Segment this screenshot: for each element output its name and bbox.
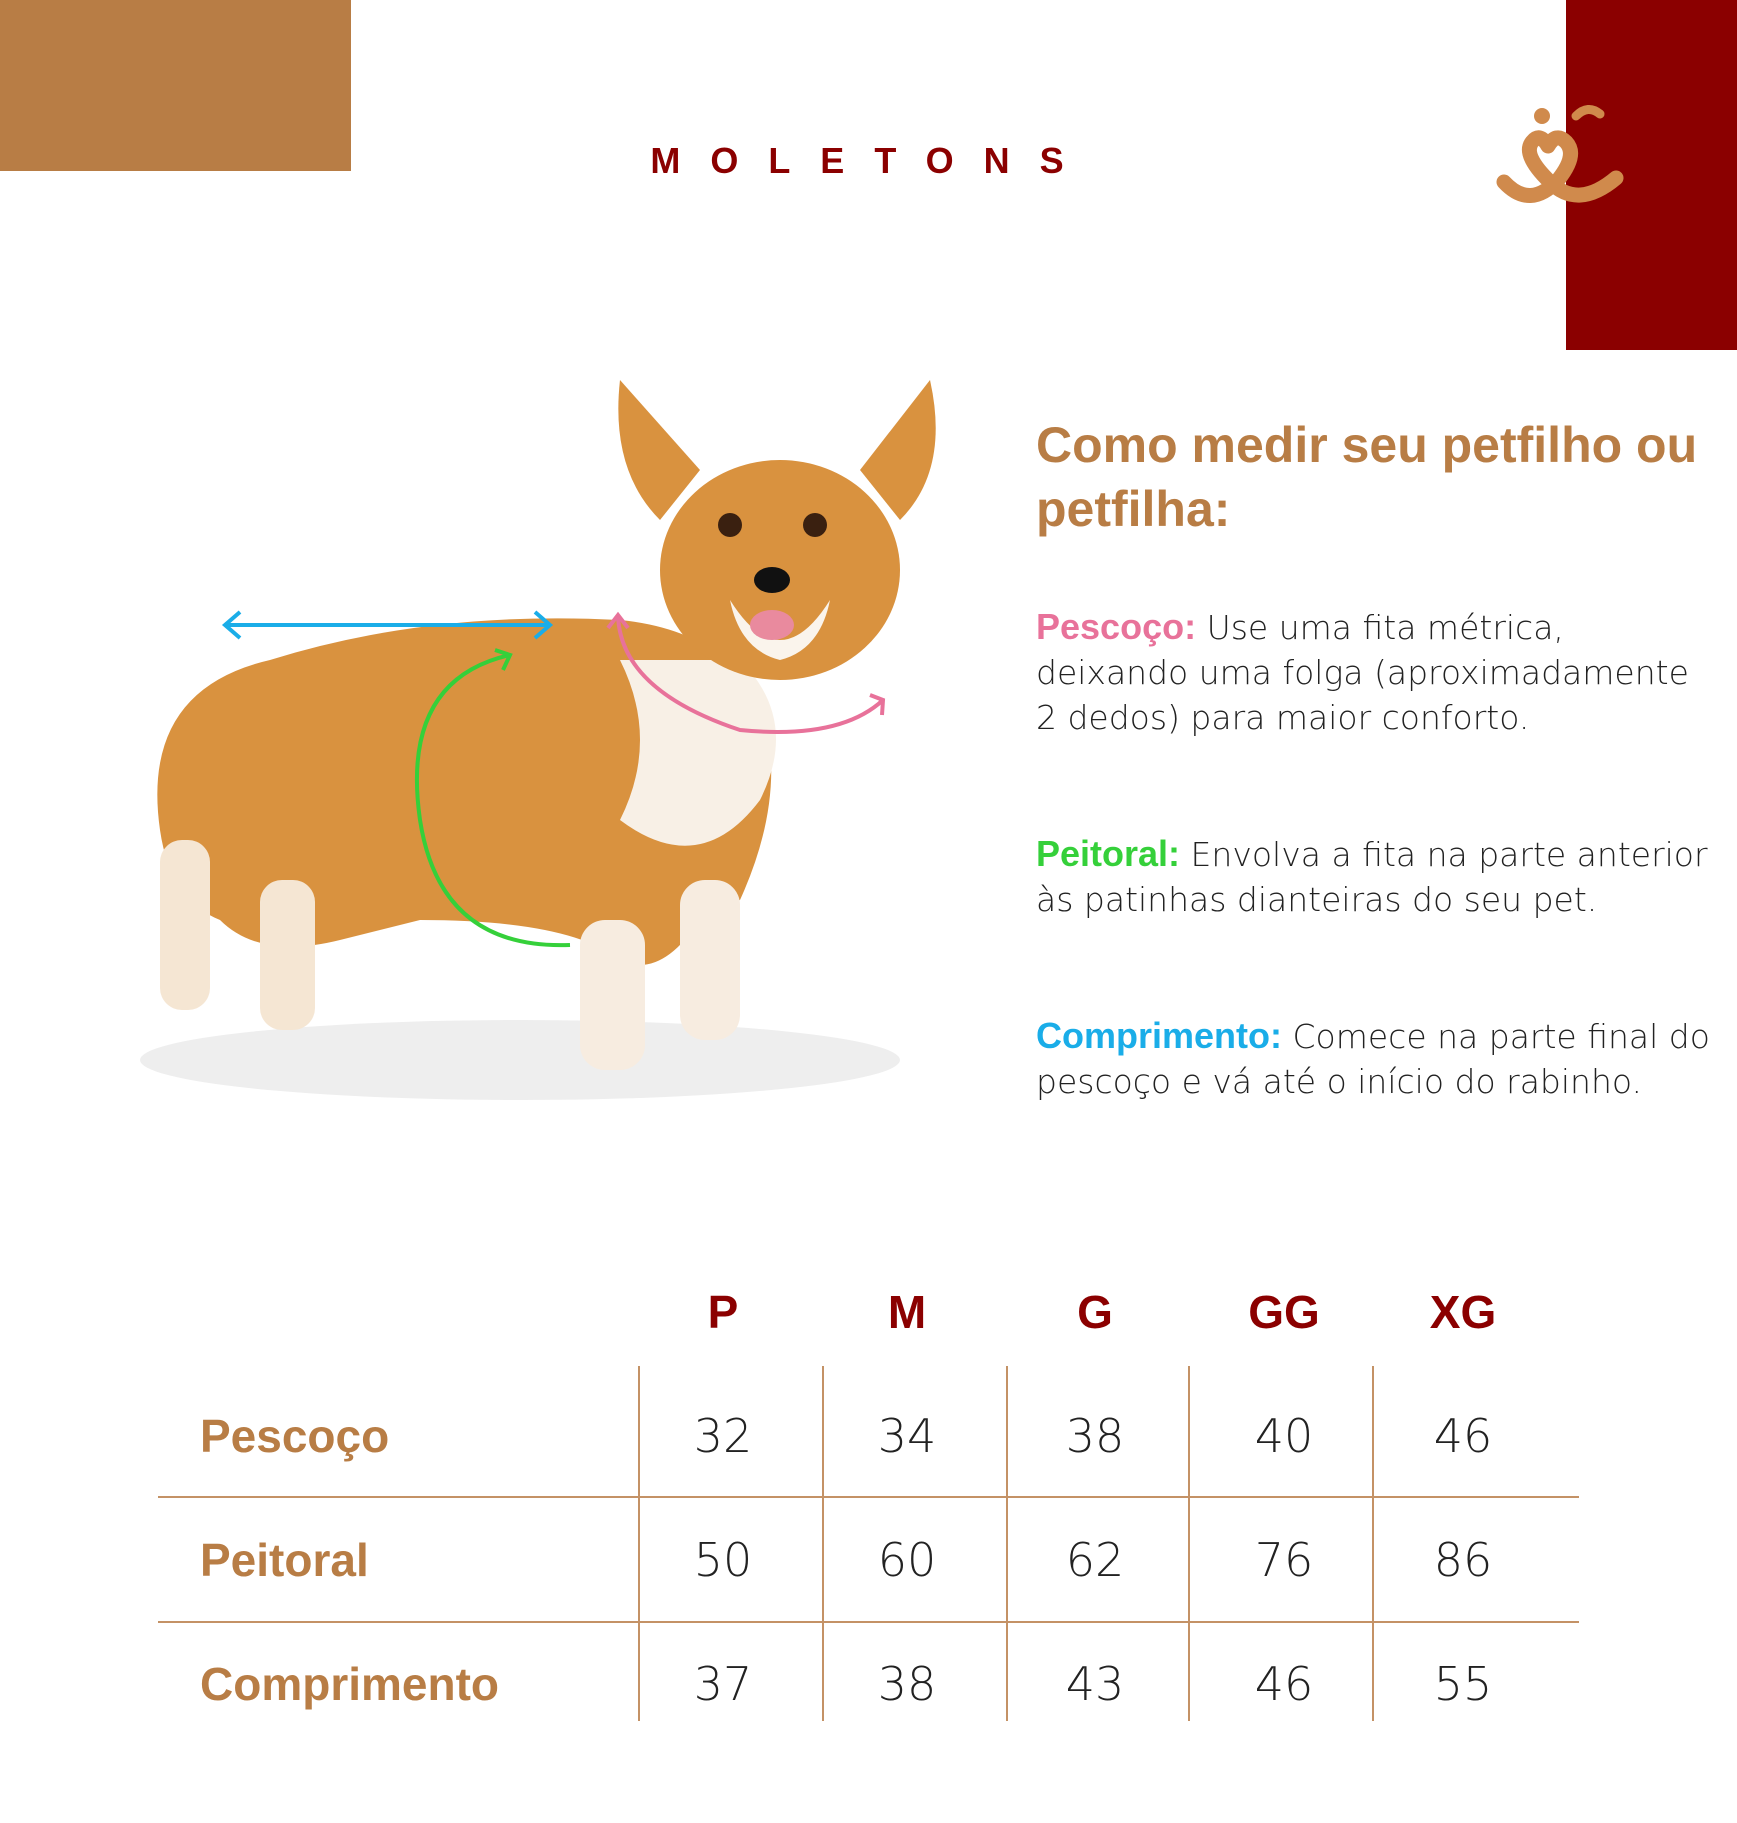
table-cell: 46 [1433,1409,1493,1463]
size-header: XG [1429,1286,1497,1338]
guide-item-text: Comece na parte final do pescoço e vá at… [1036,1017,1710,1101]
neck-arrow-icon [606,611,886,734]
guide-heading: Como medir seu petfilho ou petfilha: [1036,417,1698,537]
table-divider [822,1366,824,1721]
table-cell: 55 [1433,1657,1493,1711]
table-cell: 50 [693,1533,753,1587]
table-cell: 76 [1254,1533,1314,1587]
row-label: Peitoral [200,1534,369,1586]
guide-item-text: Envolva a fita na parte anterior às pati… [1036,835,1708,919]
table-divider [1188,1366,1190,1721]
table-cell: 86 [1433,1533,1493,1587]
table-cell: 32 [693,1409,753,1463]
row-label: Pescoço [200,1410,390,1462]
table-cell: 40 [1254,1409,1314,1463]
table-divider [158,1621,1579,1623]
decorative-red-block [1566,0,1737,350]
table-divider [1006,1366,1008,1721]
size-header: G [1077,1286,1113,1338]
table-cell: 62 [1065,1533,1125,1587]
table-divider [638,1366,640,1721]
decorative-tan-block [0,0,351,171]
table-divider [158,1496,1579,1498]
length-arrow-icon [221,610,554,640]
size-header: GG [1248,1286,1320,1338]
row-label: Comprimento [200,1658,499,1710]
guide-item-label: Peitoral: [1036,833,1181,874]
table-cell: 38 [877,1657,937,1711]
table-cell: 34 [877,1409,937,1463]
size-header: P [707,1286,739,1338]
table-cell: 43 [1065,1657,1125,1711]
table-cell: 46 [1254,1657,1314,1711]
size-header: M [887,1286,927,1338]
guide-item-length: Comprimento: Comece na parte final do pe… [1036,1013,1716,1104]
dog-shadow [140,1020,900,1100]
corgi-measurement-illustration [140,380,936,1100]
page-title: MOLETONS [650,140,1094,181]
guide-item-label: Comprimento: [1036,1015,1282,1056]
table-cell: 37 [693,1657,753,1711]
chest-arrow-icon [415,648,571,948]
table-cell: 38 [1065,1409,1125,1463]
guide-item-chest: Peitoral: Envolva a fita na parte anteri… [1036,831,1716,922]
guide-item-neck: Pescoço: Use uma fita métrica, deixando … [1036,604,1716,740]
guide-item-text: Use uma fita métrica, deixando uma folga… [1036,608,1689,737]
corgi-image [157,380,936,1070]
table-cell: 60 [877,1533,937,1587]
table-divider [1372,1366,1374,1721]
guide-item-label: Pescoço: [1036,606,1197,647]
smiling-pet-face-logo-icon [1496,105,1624,203]
